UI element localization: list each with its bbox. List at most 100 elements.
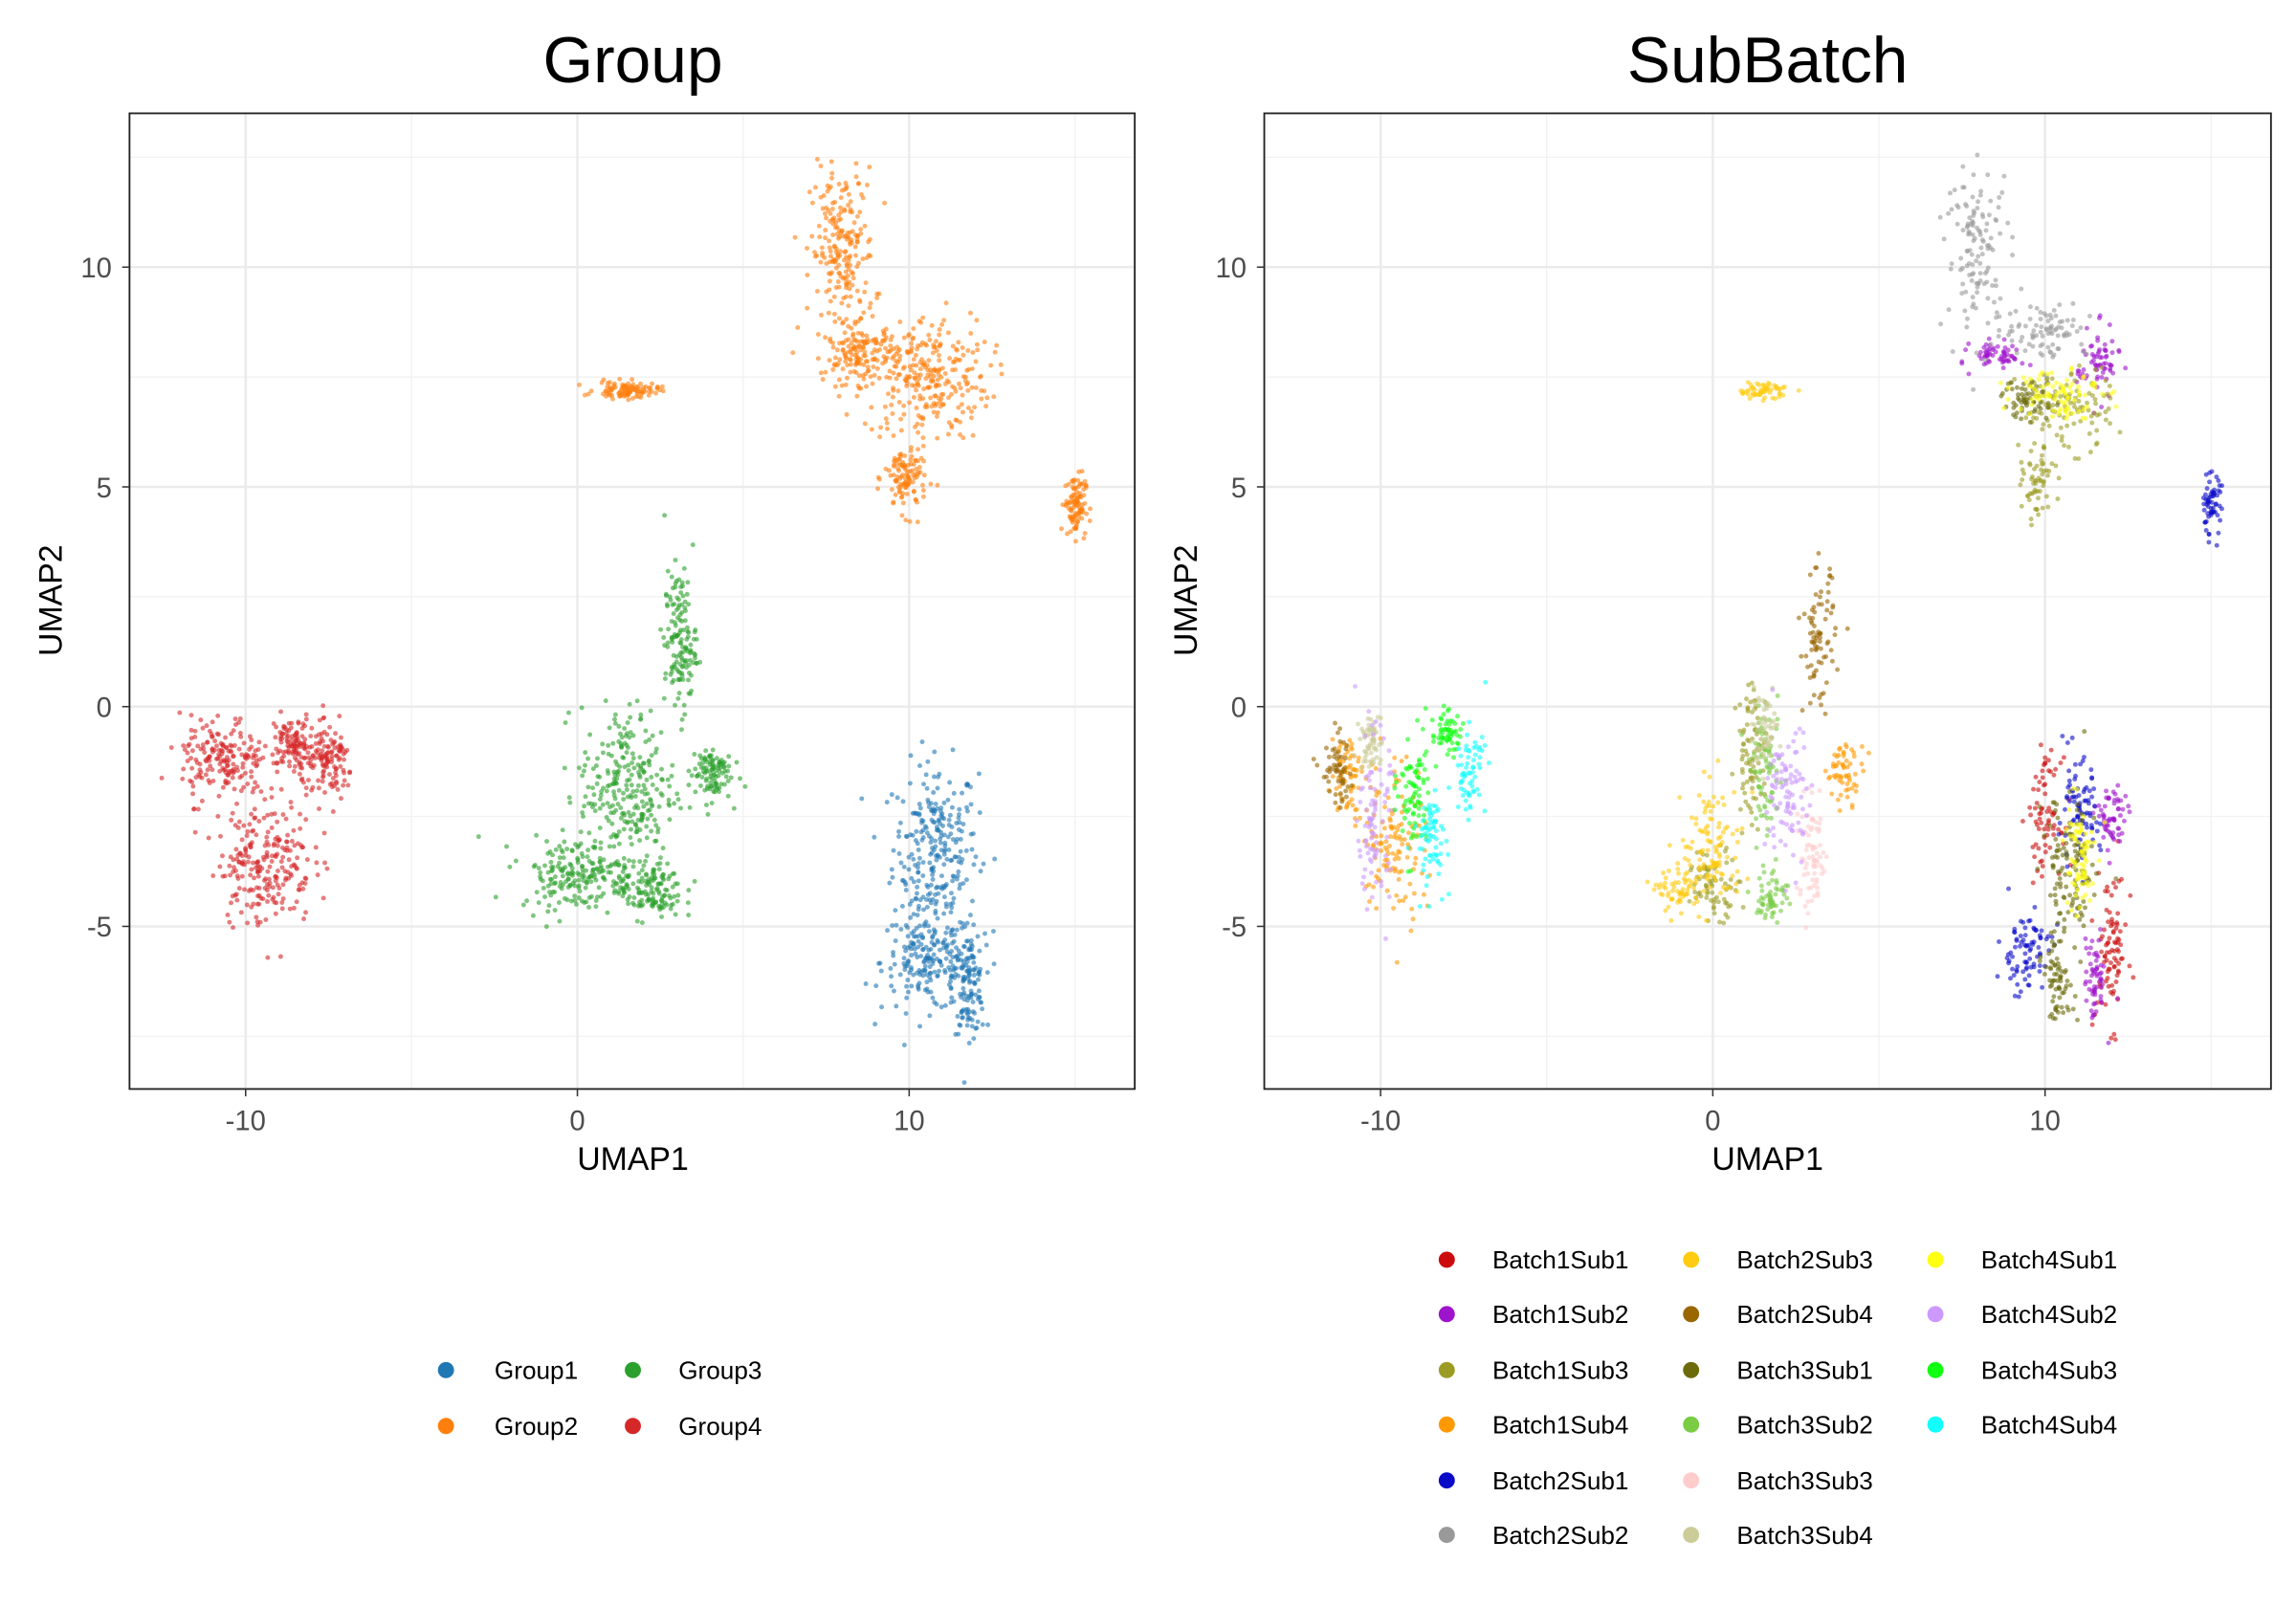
- data-point: [818, 164, 824, 168]
- data-point: [590, 861, 596, 867]
- data-point: [1350, 766, 1356, 772]
- data-point: [622, 890, 628, 895]
- data-point: [2092, 362, 2098, 367]
- data-point: [1645, 879, 1650, 885]
- data-point: [557, 900, 562, 906]
- data-point: [942, 847, 948, 852]
- data-point: [186, 743, 191, 749]
- data-point: [1709, 897, 1714, 903]
- data-point: [805, 305, 810, 311]
- data-point: [964, 968, 970, 974]
- data-point: [901, 335, 907, 341]
- data-point: [916, 938, 921, 944]
- data-point: [604, 815, 609, 820]
- data-point: [909, 445, 914, 451]
- y-tick-label: 5: [97, 473, 112, 504]
- data-point: [548, 859, 554, 865]
- data-point: [725, 793, 731, 799]
- data-point: [893, 908, 898, 914]
- data-point: [1334, 786, 1339, 791]
- data-point: [815, 157, 820, 162]
- data-point: [864, 384, 869, 389]
- data-point: [846, 303, 851, 309]
- data-point: [2084, 821, 2089, 826]
- data-point: [182, 747, 188, 753]
- data-point: [2105, 940, 2110, 946]
- data-point: [836, 182, 842, 187]
- data-point: [248, 887, 254, 892]
- data-point: [586, 895, 592, 900]
- data-point: [2036, 846, 2042, 851]
- data-point: [2084, 325, 2089, 331]
- data-point: [1721, 802, 1727, 807]
- data-point: [1952, 187, 1957, 193]
- data-point: [1379, 841, 1384, 847]
- data-point: [1373, 765, 1379, 771]
- data-point: [1392, 856, 1398, 862]
- data-point: [2204, 486, 2210, 492]
- data-point: [711, 788, 717, 794]
- data-point: [932, 1000, 938, 1005]
- data-point: [181, 766, 187, 772]
- data-point: [1716, 825, 1721, 830]
- data-point: [946, 823, 952, 827]
- data-point: [968, 913, 973, 918]
- data-point: [1845, 786, 1851, 792]
- data-point: [300, 886, 306, 892]
- data-point: [957, 854, 961, 860]
- data-point: [897, 820, 903, 826]
- data-point: [878, 968, 884, 974]
- data-point: [557, 844, 563, 849]
- data-point: [627, 894, 632, 900]
- data-point: [232, 716, 238, 721]
- data-point: [2106, 796, 2111, 802]
- data-point: [2087, 945, 2093, 951]
- data-point: [617, 376, 623, 382]
- data-point: [1982, 271, 1988, 276]
- data-point: [849, 341, 854, 346]
- data-point: [805, 273, 810, 277]
- data-point: [947, 356, 953, 362]
- data-point: [678, 584, 684, 589]
- data-point: [1072, 511, 1078, 517]
- data-point: [1971, 209, 1976, 214]
- data-point: [942, 1002, 948, 1008]
- data-point: [601, 857, 607, 863]
- data-point: [239, 752, 245, 758]
- data-point: [662, 676, 668, 681]
- data-point: [661, 635, 667, 640]
- data-point: [832, 384, 838, 389]
- data-point: [2006, 886, 2011, 892]
- data-point: [843, 249, 849, 254]
- data-point: [1990, 247, 1996, 253]
- data-point: [994, 342, 1000, 348]
- data-point: [649, 828, 654, 834]
- data-point: [927, 975, 933, 980]
- data-point: [703, 748, 709, 754]
- data-point: [931, 927, 937, 933]
- data-point: [662, 513, 668, 518]
- data-point: [2097, 347, 2103, 352]
- data-point: [1866, 750, 1871, 756]
- legend-item: Group4: [625, 1412, 762, 1441]
- data-point: [626, 768, 631, 773]
- data-point: [853, 174, 859, 180]
- data-point: [218, 740, 224, 746]
- data-point: [676, 577, 682, 583]
- data-point: [199, 798, 205, 804]
- data-point: [534, 890, 540, 895]
- data-point: [580, 874, 585, 880]
- data-point: [1977, 271, 1983, 276]
- data-point: [673, 581, 678, 586]
- data-point: [945, 925, 950, 931]
- data-point: [631, 902, 637, 908]
- data-point: [1343, 746, 1349, 752]
- data-point: [210, 873, 216, 878]
- data-point: [588, 388, 594, 394]
- data-point: [1691, 885, 1696, 891]
- data-point: [855, 330, 861, 336]
- data-point: [912, 946, 917, 952]
- data-point: [2031, 786, 2036, 792]
- data-point: [1979, 252, 1985, 257]
- data-point: [200, 742, 206, 748]
